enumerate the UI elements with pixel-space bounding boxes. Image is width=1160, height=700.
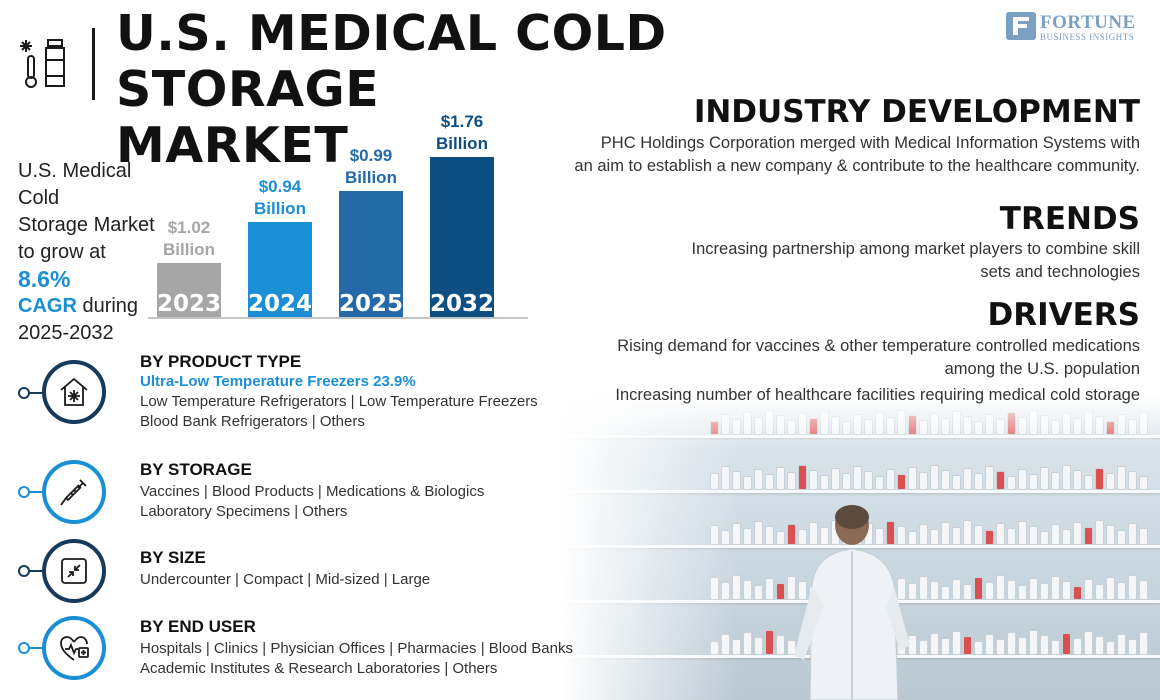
bar-2024 [248,222,312,317]
unit-label-2023: Billion [163,240,215,259]
page-title: U.S. MEDICAL COLD STORAGE MARKET [116,6,896,174]
connector-line [29,491,43,493]
segment-text: BY SIZE Undercounter | Compact | Mid-siz… [140,548,430,590]
segment-heading: BY SIZE [140,548,206,567]
stat-line-3: to grow at [18,241,106,263]
drivers-line-2: among the U.S. population [944,360,1140,378]
bar-2023 [157,263,221,317]
compress-arrows-icon [61,558,87,584]
segment-line-1: Low Temperature Refrigerators | Low Temp… [140,393,538,410]
segment-icon-ring [42,460,106,524]
cagr-value: 8.6% [18,266,71,292]
segment-heading: BY PRODUCT TYPE [140,352,302,371]
unit-label-2024: Billion [254,199,306,218]
medical-heart-icon [60,636,89,661]
cagr-label: CAGR [18,295,77,317]
tick-label-2024: 2024 [248,291,312,317]
bar-2025 [339,191,403,317]
bar-chart-svg: 2023 $1.02 Billion 2024 $0.94 Billion 2025 $0.9… [148,112,528,319]
data-label-2025: $0.99 [350,146,393,165]
segment-text: BY STORAGE Vaccines | Blood Products | M… [140,460,484,522]
data-label-2024: $0.94 [259,177,302,196]
unit-label-2025: Billion [345,168,397,187]
thermometer-vial-icon [20,39,65,88]
segment-line-1: Hospitals | Clinics | Physician Offices … [140,640,573,657]
syringe-icon [60,479,87,506]
market-size-bar-chart: 2023 $1.02 Billion 2024 $0.94 Billion 2025 $0.9… [140,105,540,325]
industry-line-1: PHC Holdings Corporation merged with Med… [600,134,1140,152]
fortune-logo-icon [1006,12,1036,40]
pharmacist-figure [794,505,910,700]
tick-label-2025: 2025 [339,291,403,317]
segment-storage: BY STORAGE Vaccines | Blood Products | M… [18,460,598,530]
drivers-section: DRIVERS Rising demand for vaccines & oth… [615,297,1140,407]
industry-line-2: an aim to establish a new company & cont… [574,157,1140,175]
trends-heading: TRENDS [999,201,1140,237]
cagr-during: during [76,295,139,317]
segment-heading: BY STORAGE [140,460,252,479]
segment-line-2: Blood Bank Refrigerators | Others [140,413,365,430]
industry-development-section: INDUSTRY DEVELOPMENT PHC Holdings Corpor… [574,94,1140,178]
data-label-2023: $1.02 [168,218,211,237]
stat-line-1: U.S. Medical Cold [18,160,132,209]
segment-line-2: Academic Institutes & Research Laborator… [140,660,498,677]
segment-product-type: BY PRODUCT TYPE Ultra-Low Temperature Fr… [18,352,598,448]
title-line-1: U.S. MEDICAL COLD STORAGE [116,5,667,118]
segment-line-1: Undercounter | Compact | Mid-sized | Lar… [140,571,431,588]
connector-line [29,392,43,394]
industry-heading: INDUSTRY DEVELOPMENT [693,94,1140,130]
data-label-2032: $1.76 [441,112,484,131]
unit-label-2032: Billion [436,134,488,153]
segment-icon-ring [42,360,106,424]
brand-logo: FORTUNE BUSINESS INSIGHTS [1006,12,1146,42]
segment-icon-ring [42,616,106,680]
drivers-line-1: Rising demand for vaccines & other tempe… [617,337,1140,355]
tick-label-2032: 2032 [430,291,494,317]
drivers-line-3: Increasing number of healthcare faciliti… [615,386,1140,404]
brand-name: FORTUNE [1040,12,1136,33]
trends-line-2: sets and technologies [980,263,1140,281]
segment-line-1: Vaccines | Blood Products | Medications … [140,483,485,500]
segment-text: BY PRODUCT TYPE Ultra-Low Temperature Fr… [140,352,538,432]
segment-highlight: Ultra-Low Temperature Freezers 23.9% [140,373,416,390]
connector-line [29,570,43,572]
bar-2032 [430,157,494,317]
segment-heading: BY END USER [140,617,256,636]
cagr-statement: U.S. Medical Cold Storage Market to grow… [18,158,158,347]
tick-label-2023: 2023 [157,291,221,317]
snowflake-house-icon [60,377,88,406]
segment-text: BY END USER Hospitals | Clinics | Physic… [140,617,573,679]
header-divider [92,28,95,100]
segment-icon-ring [42,539,106,603]
segment-line-2: Laboratory Specimens | Others [140,503,348,520]
drivers-heading: DRIVERS [987,297,1140,333]
stat-period: 2025-2032 [18,322,114,344]
stat-line-2: Storage Market [18,214,155,236]
segment-size: BY SIZE Undercounter | Compact | Mid-siz… [18,539,598,610]
connector-line [29,647,43,649]
segment-end-user: BY END USER Hospitals | Clinics | Physic… [18,616,618,697]
trends-section: TRENDS Increasing partnership among mark… [692,201,1140,284]
title-line-2: MARKET [116,117,349,174]
trends-line-1: Increasing partnership among market play… [691,240,1140,258]
pharmacy-photo [560,395,1160,700]
brand-subtitle: BUSINESS INSIGHTS [1040,32,1135,42]
